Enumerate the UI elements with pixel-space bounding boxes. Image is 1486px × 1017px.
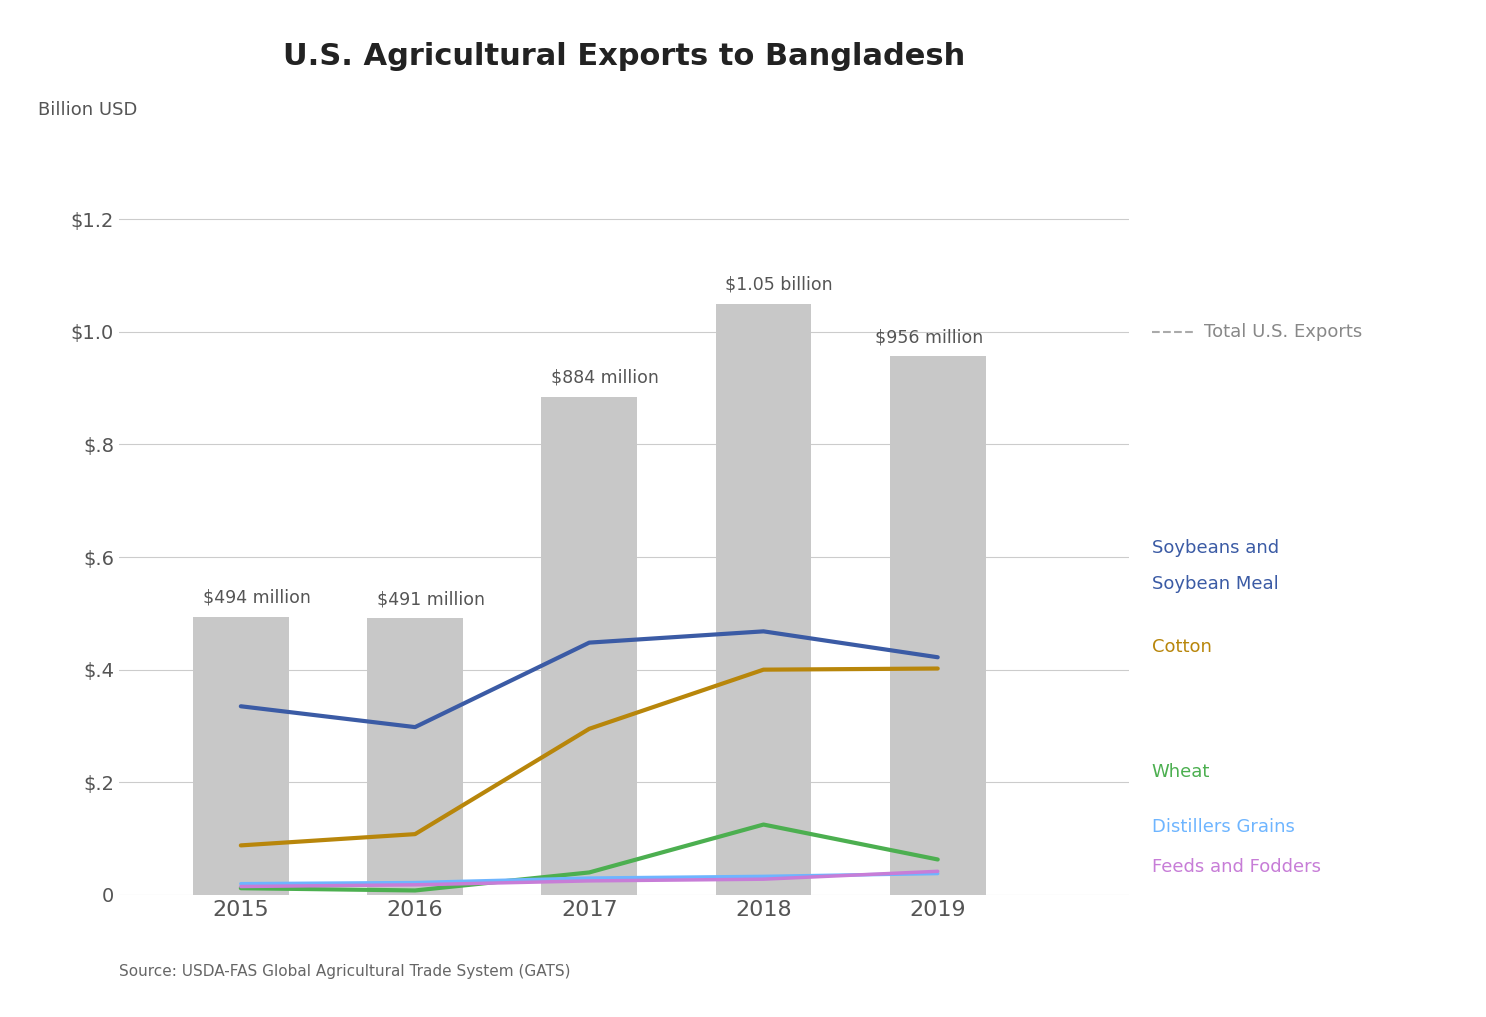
Text: Wheat: Wheat <box>1152 763 1210 781</box>
Text: $956 million: $956 million <box>875 328 984 347</box>
Text: Feeds and Fodders: Feeds and Fodders <box>1152 858 1321 877</box>
Text: $491 million: $491 million <box>377 590 484 608</box>
Text: $884 million: $884 million <box>551 369 658 386</box>
Bar <box>541 397 637 895</box>
Bar <box>890 357 985 895</box>
Text: Soybeans and: Soybeans and <box>1152 539 1279 557</box>
Text: $494 million: $494 million <box>202 589 311 606</box>
Bar <box>367 618 464 895</box>
Text: U.S. Agricultural Exports to Bangladesh: U.S. Agricultural Exports to Bangladesh <box>282 42 966 71</box>
Text: $1.05 billion: $1.05 billion <box>725 276 832 293</box>
Text: Total U.S. Exports: Total U.S. Exports <box>1204 322 1361 341</box>
Text: Source: USDA-FAS Global Agricultural Trade System (GATS): Source: USDA-FAS Global Agricultural Tra… <box>119 964 571 979</box>
Text: Billion USD: Billion USD <box>39 101 137 119</box>
Text: Distillers Grains: Distillers Grains <box>1152 819 1294 836</box>
Bar <box>193 616 288 895</box>
Text: Soybean Meal: Soybean Meal <box>1152 575 1278 593</box>
Text: Cotton: Cotton <box>1152 638 1211 656</box>
Bar <box>716 303 811 895</box>
